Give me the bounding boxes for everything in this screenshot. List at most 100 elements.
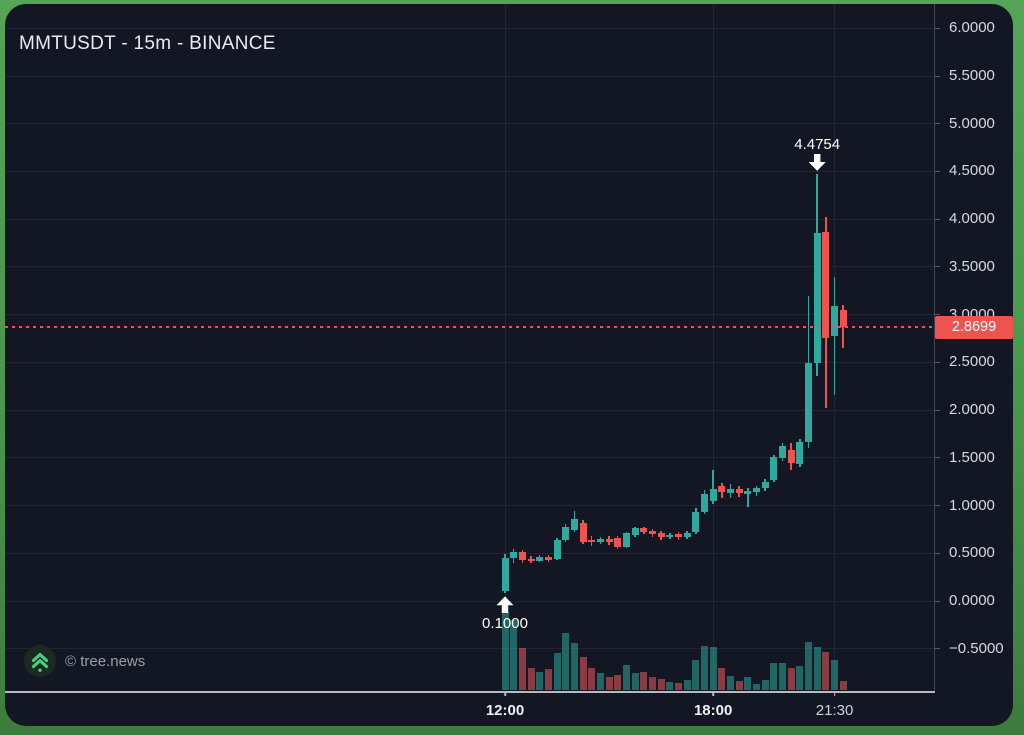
candle-body: [752, 488, 760, 493]
price-tick: [935, 361, 940, 363]
time-tick: [712, 692, 714, 696]
price-gridline: [5, 27, 935, 29]
candle-body: [657, 533, 665, 538]
price-tick: [935, 457, 940, 459]
volume-bar: [683, 679, 691, 690]
volume-bar: [553, 653, 561, 690]
candle-body: [692, 512, 700, 533]
price-tick-label: 1.5000: [949, 448, 995, 466]
time-tick-label: 21:30: [815, 702, 854, 719]
volume-bar: [718, 668, 726, 690]
volume-bar: [831, 660, 839, 690]
time-gridline: [504, 4, 506, 691]
price-tick: [935, 505, 940, 507]
price-gridline: [5, 600, 935, 602]
candle-body: [501, 558, 509, 592]
price-tick-label: 5.5000: [949, 67, 995, 85]
price-tick: [935, 27, 940, 29]
candle-body: [674, 534, 682, 538]
candle-body: [518, 552, 526, 560]
candlestick-plot-area[interactable]: [5, 4, 935, 691]
candle-body: [666, 535, 674, 538]
volume-bar: [596, 672, 604, 690]
volume-bar: [510, 619, 518, 690]
candle-body: [588, 539, 596, 542]
volume-bar: [813, 647, 821, 690]
price-tick: [935, 75, 940, 77]
chart-card: MMTUSDT - 15m - BINANCE 4.4754 0.1000 6.…: [5, 4, 1013, 726]
price-tick: [935, 123, 940, 125]
candle-body: [787, 450, 795, 463]
candle-body: [770, 456, 778, 480]
candle-body: [544, 557, 552, 560]
candle-body: [605, 538, 613, 542]
price-tick-label: 3.5000: [949, 257, 995, 275]
price-tick: [935, 266, 940, 268]
price-axis[interactable]: 6.0000 5.5000 5.0000 4.5000 4.0000 3.5000 3.00…: [934, 4, 1013, 691]
tree-news-logo: [24, 645, 56, 677]
volume-bar: [562, 633, 570, 690]
time-gridline: [712, 4, 714, 691]
candle-body: [839, 309, 847, 328]
volume-bar: [744, 676, 752, 690]
price-gridline: [5, 266, 935, 268]
volume-bar: [588, 668, 596, 690]
price-gridline: [5, 314, 935, 316]
double-chevron-up-icon: [31, 652, 49, 672]
volume-bar: [536, 672, 544, 690]
price-gridline: [5, 505, 935, 507]
candle-body: [726, 489, 734, 494]
volume-bar: [735, 680, 743, 690]
time-axis[interactable]: 12:00 18:00 21:30: [5, 691, 1013, 726]
price-gridline: [5, 123, 935, 125]
high-annotation-label: 4.4754: [794, 135, 841, 153]
candle-body: [553, 539, 561, 559]
volume-bar: [527, 668, 535, 690]
volume-bar: [726, 675, 734, 690]
candle-body: [579, 522, 587, 542]
volume-bar: [605, 676, 613, 690]
price-tick: [935, 218, 940, 220]
candle-body: [822, 231, 830, 339]
price-tick: [935, 552, 940, 554]
price-gridline: [5, 361, 935, 363]
price-tick-label: 4.0000: [949, 210, 995, 228]
price-gridline: [5, 552, 935, 554]
time-tick: [504, 692, 506, 696]
low-annotation-label: 0.1000: [482, 615, 528, 633]
price-tick: [935, 600, 940, 602]
volume-bar: [805, 641, 813, 690]
price-tick-label: 2.5000: [949, 353, 995, 371]
candle-wick: [833, 277, 836, 395]
candle-body: [761, 481, 769, 489]
time-tick-label: 18:00: [693, 702, 733, 719]
current-price-label: 2.8699: [935, 315, 1013, 339]
price-gridline: [5, 457, 935, 459]
price-tick-label: 1.0000: [949, 496, 995, 514]
candle-body: [640, 528, 648, 533]
candle-body: [596, 538, 604, 542]
candle-body: [648, 531, 656, 535]
candle-body: [805, 363, 813, 442]
price-tick: [935, 648, 940, 650]
price-gridline: [5, 75, 935, 77]
candle-body: [562, 526, 570, 540]
price-tick-label: 0.0000: [949, 592, 995, 609]
volume-bar: [544, 668, 552, 690]
price-tick-label: −0.5000: [949, 639, 1004, 657]
candle-body: [700, 494, 708, 513]
price-tick-label: 2.0000: [949, 401, 995, 419]
candle-body: [779, 446, 786, 458]
price-gridline: [5, 648, 935, 650]
price-tick-label: 0.5000: [949, 544, 995, 562]
candle-body: [622, 533, 630, 547]
price-tick: [935, 409, 940, 411]
watermark: © tree.news: [24, 645, 145, 677]
time-axis-separator: [5, 691, 935, 693]
volume-bar: [709, 647, 717, 690]
volume-bar: [761, 679, 769, 690]
candle-body: [536, 557, 544, 561]
volume-bar: [622, 665, 630, 690]
price-tick: [935, 170, 940, 172]
